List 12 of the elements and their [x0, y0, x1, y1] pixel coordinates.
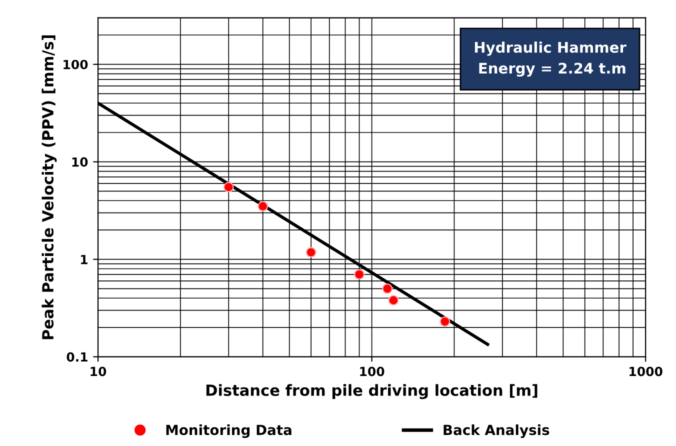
x-axis-title: Distance from pile driving location [m]: [206, 384, 538, 400]
y-axis-title: Peak Particle Velocity (PPV) [mm/s]: [42, 35, 57, 340]
x-tick-label: 100: [360, 366, 384, 376]
legend-label: Monitoring Data: [166, 424, 292, 438]
legend-label: Back Analysis: [444, 424, 550, 438]
y-tick-label: 100: [64, 60, 88, 70]
y-tick-label: 10: [72, 157, 88, 167]
y-tick-label: 1: [81, 254, 88, 264]
x-tick-label: 10: [90, 366, 106, 376]
annotation: Hydraulic Hammer Energy = 2.24 t.m: [474, 42, 626, 77]
x-tick-label: 1000: [630, 366, 662, 376]
y-tick-label: 0.1: [66, 352, 88, 362]
